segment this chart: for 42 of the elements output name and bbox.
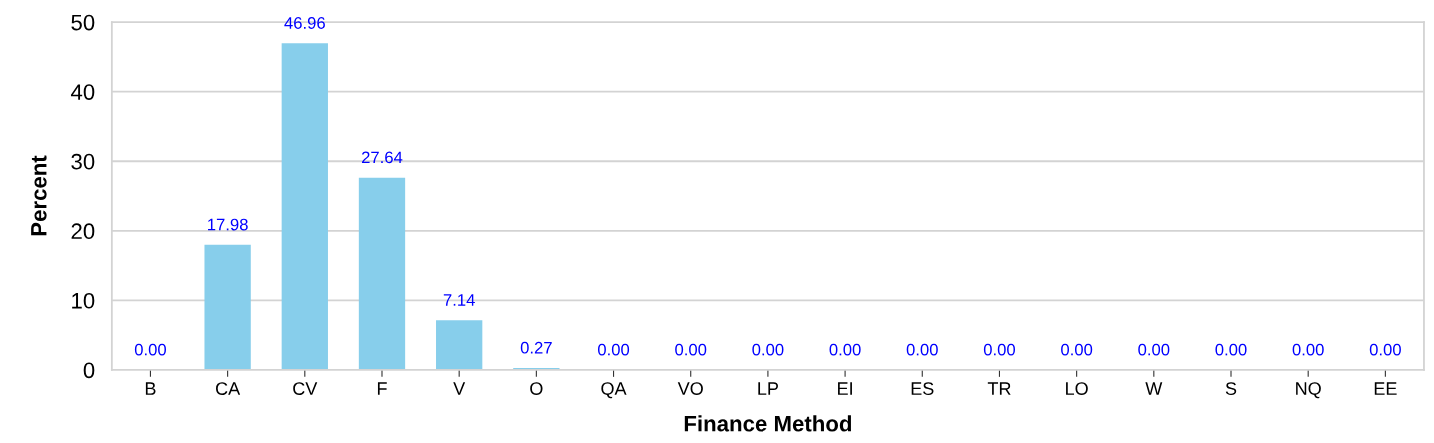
x-tick-label: F (377, 382, 387, 395)
y-tick-label: 20 (71, 223, 95, 240)
x-tick-label: QA (601, 382, 627, 399)
data-label: 7.14 (443, 294, 475, 306)
x-tick-label: NQ (1296, 382, 1321, 399)
x-tick-label: V (453, 382, 466, 395)
x-tick-label: B (145, 382, 156, 395)
data-label: 0.00 (1215, 343, 1247, 356)
x-tick-label: VO (677, 382, 703, 395)
y-tick-label: 10 (72, 292, 95, 309)
data-label: 0.00 (675, 343, 707, 356)
data-label: 0.00 (983, 343, 1016, 356)
y-tick-label: 30 (71, 153, 95, 170)
x-tick-label: LO (1066, 382, 1088, 395)
y-tick-label: 50 (71, 14, 95, 31)
data-label: 0.00 (752, 343, 784, 356)
data-label: 0.00 (1369, 343, 1401, 356)
data-label: 0.00 (1292, 343, 1324, 356)
y-tick-label: 40 (70, 84, 95, 100)
x-tick-label: ES (911, 382, 934, 395)
x-tick-label: TR (987, 382, 1011, 395)
data-label: 0.00 (906, 343, 938, 356)
data-label: 0.00 (1061, 343, 1093, 356)
x-tick-label: EE (1374, 382, 1397, 395)
data-label: 0.00 (1138, 343, 1170, 356)
data-label: 0.27 (520, 341, 552, 354)
data-label: 17.98 (208, 218, 248, 231)
x-tick-label: LP (758, 382, 778, 395)
data-label: 0.00 (829, 343, 861, 356)
data-label: 0.00 (597, 343, 630, 356)
data-label: 46.96 (284, 17, 325, 29)
data-label: 27.64 (361, 151, 403, 164)
y-tick-label: 0 (83, 362, 95, 379)
x-axis-title: Finance Method (684, 415, 852, 432)
x-tick-label: CV (293, 382, 318, 395)
x-tick-label: EI (838, 382, 852, 395)
data-label: 0.00 (134, 343, 167, 356)
x-tick-label: S (1225, 382, 1237, 395)
y-axis-title: Percent (31, 155, 47, 236)
x-tick-label: O (530, 382, 543, 395)
x-tick-label: W (1145, 382, 1163, 395)
x-tick-label: CA (216, 382, 241, 395)
